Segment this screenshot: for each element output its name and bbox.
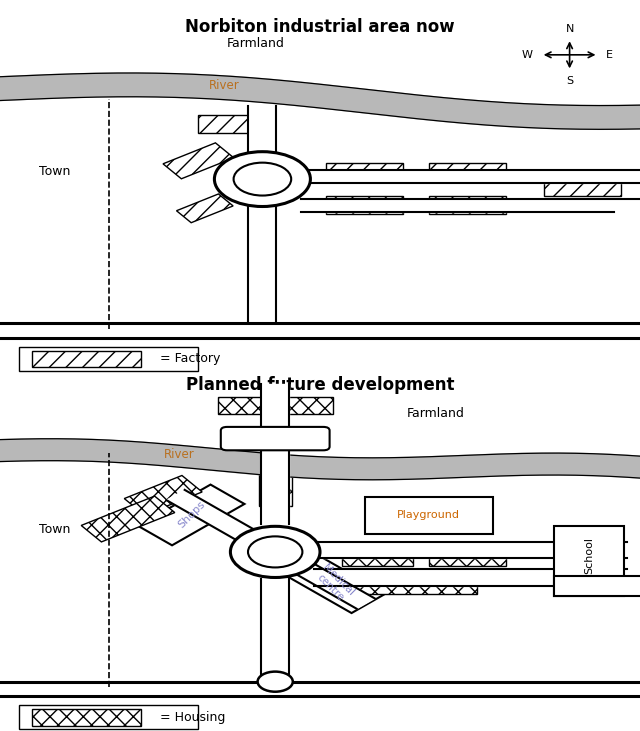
Text: W: W [522,50,533,60]
FancyBboxPatch shape [221,427,330,450]
Text: Medical
centre: Medical centre [313,562,356,606]
Bar [19,705,198,730]
Bar [138,485,244,545]
Text: Norbiton industrial area now: Norbiton industrial area now [185,18,455,37]
Text: = Factory: = Factory [160,352,220,366]
Ellipse shape [257,672,293,692]
Text: Farmland: Farmland [406,406,464,420]
Bar [326,196,403,214]
Bar [198,115,275,133]
Bar [163,143,234,179]
Bar [218,398,333,414]
Bar [355,576,477,594]
Text: River: River [209,79,239,91]
Bar [81,496,175,542]
Text: = Housing: = Housing [160,711,225,724]
Text: N: N [565,24,574,34]
Text: S: S [566,76,573,86]
Ellipse shape [230,526,320,577]
Text: Town: Town [38,165,70,178]
Ellipse shape [234,163,291,196]
Polygon shape [266,547,375,609]
Bar [326,163,403,181]
Text: Shops: Shops [176,499,207,531]
Bar [124,475,202,515]
Text: Planned future development: Planned future development [186,376,454,395]
Text: School: School [584,537,594,574]
Bar [342,548,413,566]
Polygon shape [166,490,284,557]
Bar [19,347,198,371]
Bar [544,178,621,196]
Ellipse shape [248,537,302,567]
Text: E: E [606,50,613,60]
Bar [429,548,506,566]
Bar [365,497,493,534]
Ellipse shape [214,152,310,207]
Bar [554,576,640,596]
Bar [284,555,385,613]
Text: Playground: Playground [397,510,460,520]
Bar [429,196,506,214]
Bar [259,459,292,506]
Bar [554,526,624,596]
Bar [32,351,141,367]
Text: Farmland: Farmland [227,37,285,50]
Bar [177,194,233,223]
Text: River: River [164,448,195,461]
Bar [32,709,141,725]
Bar [429,163,506,181]
Text: Town: Town [38,523,70,537]
